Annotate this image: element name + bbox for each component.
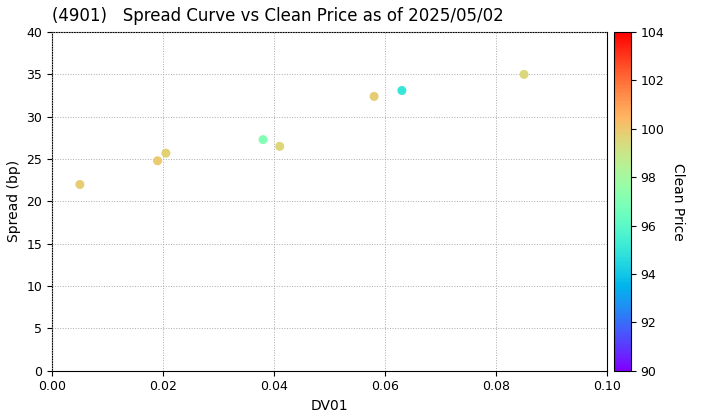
Y-axis label: Spread (bp): Spread (bp)	[7, 160, 21, 242]
Point	[369, 93, 380, 100]
Point	[257, 136, 269, 143]
Point	[518, 71, 530, 78]
Y-axis label: Clean Price: Clean Price	[671, 163, 685, 240]
Point	[152, 158, 163, 164]
X-axis label: DV01: DV01	[311, 399, 348, 413]
Point	[74, 181, 86, 188]
Point	[274, 143, 286, 150]
Text: (4901)   Spread Curve vs Clean Price as of 2025/05/02: (4901) Spread Curve vs Clean Price as of…	[52, 7, 504, 25]
Point	[396, 87, 408, 94]
Point	[160, 150, 171, 157]
